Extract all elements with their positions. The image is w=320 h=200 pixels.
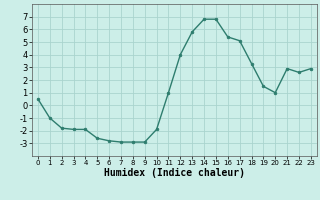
X-axis label: Humidex (Indice chaleur): Humidex (Indice chaleur) (104, 168, 245, 178)
